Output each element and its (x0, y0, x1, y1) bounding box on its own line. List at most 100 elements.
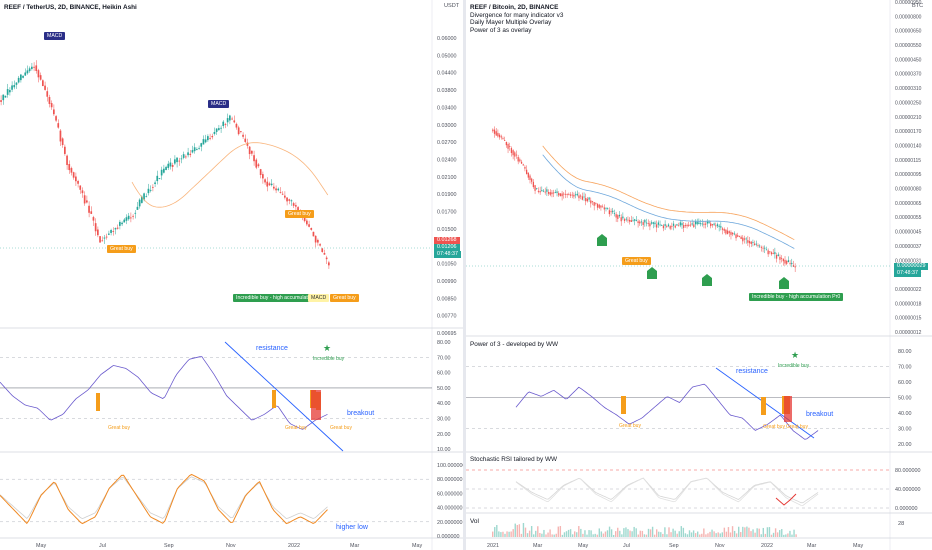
right-stoch-tick: 0.000000 (895, 506, 917, 512)
right-candle (755, 243, 757, 245)
left-candle (312, 231, 315, 237)
right-candle (495, 131, 497, 136)
right-volume-bar (533, 534, 535, 537)
left-candle (79, 185, 82, 190)
right-price-tick: 0.00000055 (895, 215, 922, 221)
right-candle (551, 192, 553, 195)
left-candle (167, 163, 170, 168)
left-candle (224, 124, 227, 125)
right-price-tick: 0.00000800 (895, 14, 922, 20)
right-candle (642, 222, 644, 225)
right-volume-bar (512, 529, 514, 537)
right-x-tick: Nov (715, 543, 725, 549)
right-candle (601, 206, 604, 208)
right-volume-bar (553, 534, 555, 537)
left-rsi-orange-bar (272, 390, 276, 408)
left-candle (308, 224, 310, 227)
rsi-incredible-label: Incredible buy (313, 356, 345, 362)
left-candle (53, 109, 55, 115)
right-candle (598, 204, 600, 208)
price-box-timer: 07:48:37 (434, 251, 461, 258)
left-price-tick: 0.04400 (437, 71, 457, 77)
pow3-star-icon: ★ (791, 350, 800, 360)
right-candle (635, 220, 638, 222)
left-candle (248, 146, 251, 155)
right-volume-bar (729, 532, 732, 537)
right-candle (745, 238, 747, 240)
right-candle (605, 207, 607, 209)
vol-label: Vol (470, 518, 479, 525)
left-candle (277, 188, 280, 191)
right-x-tick: May (853, 543, 863, 549)
right-candle (772, 253, 774, 254)
right-volume-bar (586, 534, 588, 537)
right-candle (652, 222, 654, 224)
left-chart-title: REEF / TetherUS, 2D, BINANCE, Heikin Ash… (4, 4, 137, 11)
right-volume-bar (559, 526, 562, 537)
left-candle (314, 235, 317, 243)
left-candle (196, 149, 198, 150)
right-volume-bar (779, 530, 781, 537)
right-candle (640, 221, 643, 223)
left-candle (59, 130, 62, 142)
right-x-tick: May (578, 543, 588, 549)
right-candle (716, 224, 719, 227)
left-candle (33, 66, 35, 68)
right-candle (762, 247, 764, 249)
left-candle (86, 200, 88, 203)
right-volume-bar (668, 527, 670, 537)
left-candle (31, 66, 33, 69)
right-candle (650, 222, 653, 224)
right-candle (674, 225, 676, 228)
right-volume-bar (643, 534, 646, 537)
right-price-tick: 0.00000095 (895, 172, 922, 178)
left-candle (169, 162, 172, 167)
right-volume-bar (670, 532, 672, 537)
left-rsi-trendline (224, 341, 344, 452)
right-candle (696, 221, 698, 225)
left-candle (116, 227, 119, 229)
right-candle (596, 203, 599, 208)
right-price-tick: 0.00000370 (895, 72, 922, 78)
right-signal-marker (597, 234, 607, 246)
left-candle (66, 155, 68, 166)
right-volume-bar (744, 527, 746, 537)
right-candle (539, 191, 541, 193)
right-candle (752, 242, 754, 243)
right-volume-bar (569, 529, 572, 537)
left-candle (149, 189, 152, 191)
right-volume-bar (688, 530, 691, 537)
right-volume-bar (590, 530, 592, 537)
left-candle (55, 116, 57, 121)
right-volume-bar (645, 534, 648, 537)
left-price-tick: 0.06000 (437, 36, 457, 42)
left-candle (286, 197, 288, 202)
left-stoch-tick: 40.000000 (437, 506, 462, 512)
left-candle (136, 206, 139, 210)
right-candle (632, 220, 634, 222)
left-candle (281, 193, 284, 195)
left-candle (270, 183, 273, 186)
left-candle (209, 138, 211, 139)
right-volume-bar (619, 530, 621, 537)
right-volume-bar (608, 526, 611, 537)
right-volume-bar (588, 530, 590, 537)
right-volume-bar (555, 533, 557, 537)
right-candle (504, 140, 506, 141)
left-candle (174, 159, 176, 164)
left-moving-average (131, 142, 329, 208)
left-candle (35, 65, 38, 72)
right-pow3-tick: 50.00 (898, 396, 912, 402)
left-candle (229, 115, 231, 121)
left-candle (284, 195, 286, 198)
right-pow3-tick: 60.00 (898, 380, 912, 386)
left-price-tick: 0.00695 (437, 331, 457, 337)
right-candle (615, 214, 617, 218)
macd-tag-1: MACD (44, 32, 66, 40)
right-x-tick: Mar (807, 543, 816, 549)
left-price-tick: 0.03000 (437, 123, 457, 129)
left-candle (266, 181, 269, 187)
right-candle (669, 226, 671, 229)
right-candle (777, 254, 779, 256)
left-price-tick: 0.03400 (437, 105, 457, 111)
